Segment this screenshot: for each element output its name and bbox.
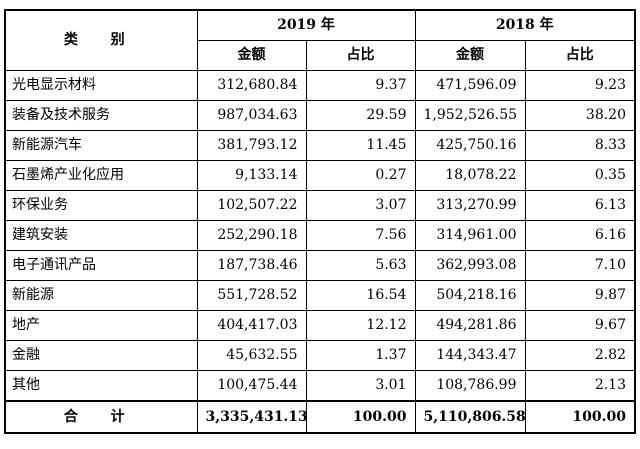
table-row: 地产 404,417.03 12.12 494,281.86 9.67 xyxy=(4,310,636,341)
amount-2019-cell: 45,632.55 xyxy=(196,340,307,371)
ratio-2018-cell: 2.82 xyxy=(524,340,636,371)
table-row: 装备及技术服务 987,034.63 29.59 1,952,526.55 38.20 xyxy=(4,100,636,131)
amount-2019-cell: 551,728.52 xyxy=(196,280,307,311)
amount-2019-cell: 187,738.46 xyxy=(196,250,307,281)
header-year-2019: 2019 年 xyxy=(196,9,416,41)
ratio-2019-cell: 11.45 xyxy=(305,130,416,161)
total-ratio-2019: 100.00 xyxy=(305,400,416,434)
header-amount-2019: 金额 xyxy=(196,40,307,71)
amount-2018-cell: 471,596.09 xyxy=(414,70,526,101)
ratio-2019-cell: 3.01 xyxy=(305,370,416,402)
revenue-by-segment-table: 类 别 2019 年 2018 年 金额 占比 金额 占比 光电显示材料 312,… xyxy=(4,9,636,434)
ratio-2019-cell: 7.56 xyxy=(305,220,416,251)
amount-2019-cell: 100,475.44 xyxy=(196,370,307,402)
header-category: 类 别 xyxy=(4,9,198,71)
amount-2019-cell: 252,290.18 xyxy=(196,220,307,251)
ratio-2018-cell: 2.13 xyxy=(524,370,636,402)
ratio-2018-cell: 6.13 xyxy=(524,190,636,221)
table-row: 建筑安装 252,290.18 7.56 314,961.00 6.16 xyxy=(4,220,636,251)
segment-name-cell: 其他 xyxy=(4,370,198,402)
total-label: 合 计 xyxy=(4,400,198,434)
ratio-2018-cell: 6.16 xyxy=(524,220,636,251)
ratio-2019-cell: 29.59 xyxy=(305,100,416,131)
ratio-2019-cell: 5.63 xyxy=(305,250,416,281)
segment-name-cell: 新能源 xyxy=(4,280,198,311)
segment-name-cell: 新能源汽车 xyxy=(4,130,198,161)
ratio-2018-cell: 9.87 xyxy=(524,280,636,311)
ratio-2018-cell: 9.23 xyxy=(524,70,636,101)
segment-name-cell: 环保业务 xyxy=(4,190,198,221)
amount-2018-cell: 313,270.99 xyxy=(414,190,526,221)
amount-2018-cell: 18,078.22 xyxy=(414,160,526,191)
amount-2018-cell: 362,993.08 xyxy=(414,250,526,281)
ratio-2018-cell: 0.35 xyxy=(524,160,636,191)
amount-2019-cell: 9,133.14 xyxy=(196,160,307,191)
amount-2018-cell: 1,952,526.55 xyxy=(414,100,526,131)
amount-2018-cell: 425,750.16 xyxy=(414,130,526,161)
amount-2019-cell: 987,034.63 xyxy=(196,100,307,131)
segment-name-cell: 地产 xyxy=(4,310,198,341)
segment-name-cell: 电子通讯产品 xyxy=(4,250,198,281)
segment-name-cell: 石墨烯产业化应用 xyxy=(4,160,198,191)
segment-name-cell: 装备及技术服务 xyxy=(4,100,198,131)
table-row: 新能源汽车 381,793.12 11.45 425,750.16 8.33 xyxy=(4,130,636,161)
ratio-2018-cell: 9.67 xyxy=(524,310,636,341)
table-row: 新能源 551,728.52 16.54 504,218.16 9.87 xyxy=(4,280,636,311)
table-header: 类 别 2019 年 2018 年 金额 占比 金额 占比 xyxy=(4,9,636,71)
header-ratio-2018: 占比 xyxy=(524,40,636,71)
segment-name-cell: 建筑安装 xyxy=(4,220,198,251)
amount-2018-cell: 314,961.00 xyxy=(414,220,526,251)
ratio-2019-cell: 0.27 xyxy=(305,160,416,191)
total-row: 合 计 3,335,431.13 100.00 5,110,806.58 100.00 xyxy=(4,400,636,434)
header-row-metrics: 金额 占比 金额 占比 xyxy=(5,40,636,71)
amount-2018-cell: 108,786.99 xyxy=(414,370,526,402)
amount-2019-cell: 404,417.03 xyxy=(196,310,307,341)
ratio-2019-cell: 3.07 xyxy=(305,190,416,221)
ratio-2019-cell: 16.54 xyxy=(305,280,416,311)
header-row-years: 类 别 2019 年 2018 年 xyxy=(4,9,636,71)
header-ratio-2019: 占比 xyxy=(305,40,416,71)
total-amount-2018: 5,110,806.58 xyxy=(414,400,526,434)
ratio-2019-cell: 9.37 xyxy=(305,70,416,101)
table-row: 光电显示材料 312,680.84 9.37 471,596.09 9.23 xyxy=(4,70,636,101)
segment-name-cell: 光电显示材料 xyxy=(4,70,198,101)
ratio-2018-cell: 38.20 xyxy=(524,100,636,131)
amount-2019-cell: 102,507.22 xyxy=(196,190,307,221)
total-amount-2019: 3,335,431.13 xyxy=(196,400,307,434)
table-row: 其他 100,475.44 3.01 108,786.99 2.13 xyxy=(4,370,636,402)
revenue-table-container: 类 别 2019 年 2018 年 金额 占比 金额 占比 光电显示材料 312,… xyxy=(4,9,636,434)
amount-2018-cell: 494,281.86 xyxy=(414,310,526,341)
amount-2019-cell: 381,793.12 xyxy=(196,130,307,161)
table-row: 石墨烯产业化应用 9,133.14 0.27 18,078.22 0.35 xyxy=(4,160,636,191)
ratio-2018-cell: 7.10 xyxy=(524,250,636,281)
ratio-2018-cell: 8.33 xyxy=(524,130,636,161)
table-body: 光电显示材料 312,680.84 9.37 471,596.09 9.23 装备及技术服… xyxy=(4,70,636,434)
amount-2018-cell: 144,343.47 xyxy=(414,340,526,371)
header-year-2018: 2018 年 xyxy=(414,9,636,41)
table-row: 环保业务 102,507.22 3.07 313,270.99 6.13 xyxy=(4,190,636,221)
segment-name-cell: 金融 xyxy=(4,340,198,371)
header-amount-2018: 金额 xyxy=(414,40,526,71)
amount-2018-cell: 504,218.16 xyxy=(414,280,526,311)
amount-2019-cell: 312,680.84 xyxy=(196,70,307,101)
total-ratio-2018: 100.00 xyxy=(524,400,636,434)
table-row: 金融 45,632.55 1.37 144,343.47 2.82 xyxy=(4,340,636,371)
table-row: 电子通讯产品 187,738.46 5.63 362,993.08 7.10 xyxy=(4,250,636,281)
ratio-2019-cell: 1.37 xyxy=(305,340,416,371)
ratio-2019-cell: 12.12 xyxy=(305,310,416,341)
